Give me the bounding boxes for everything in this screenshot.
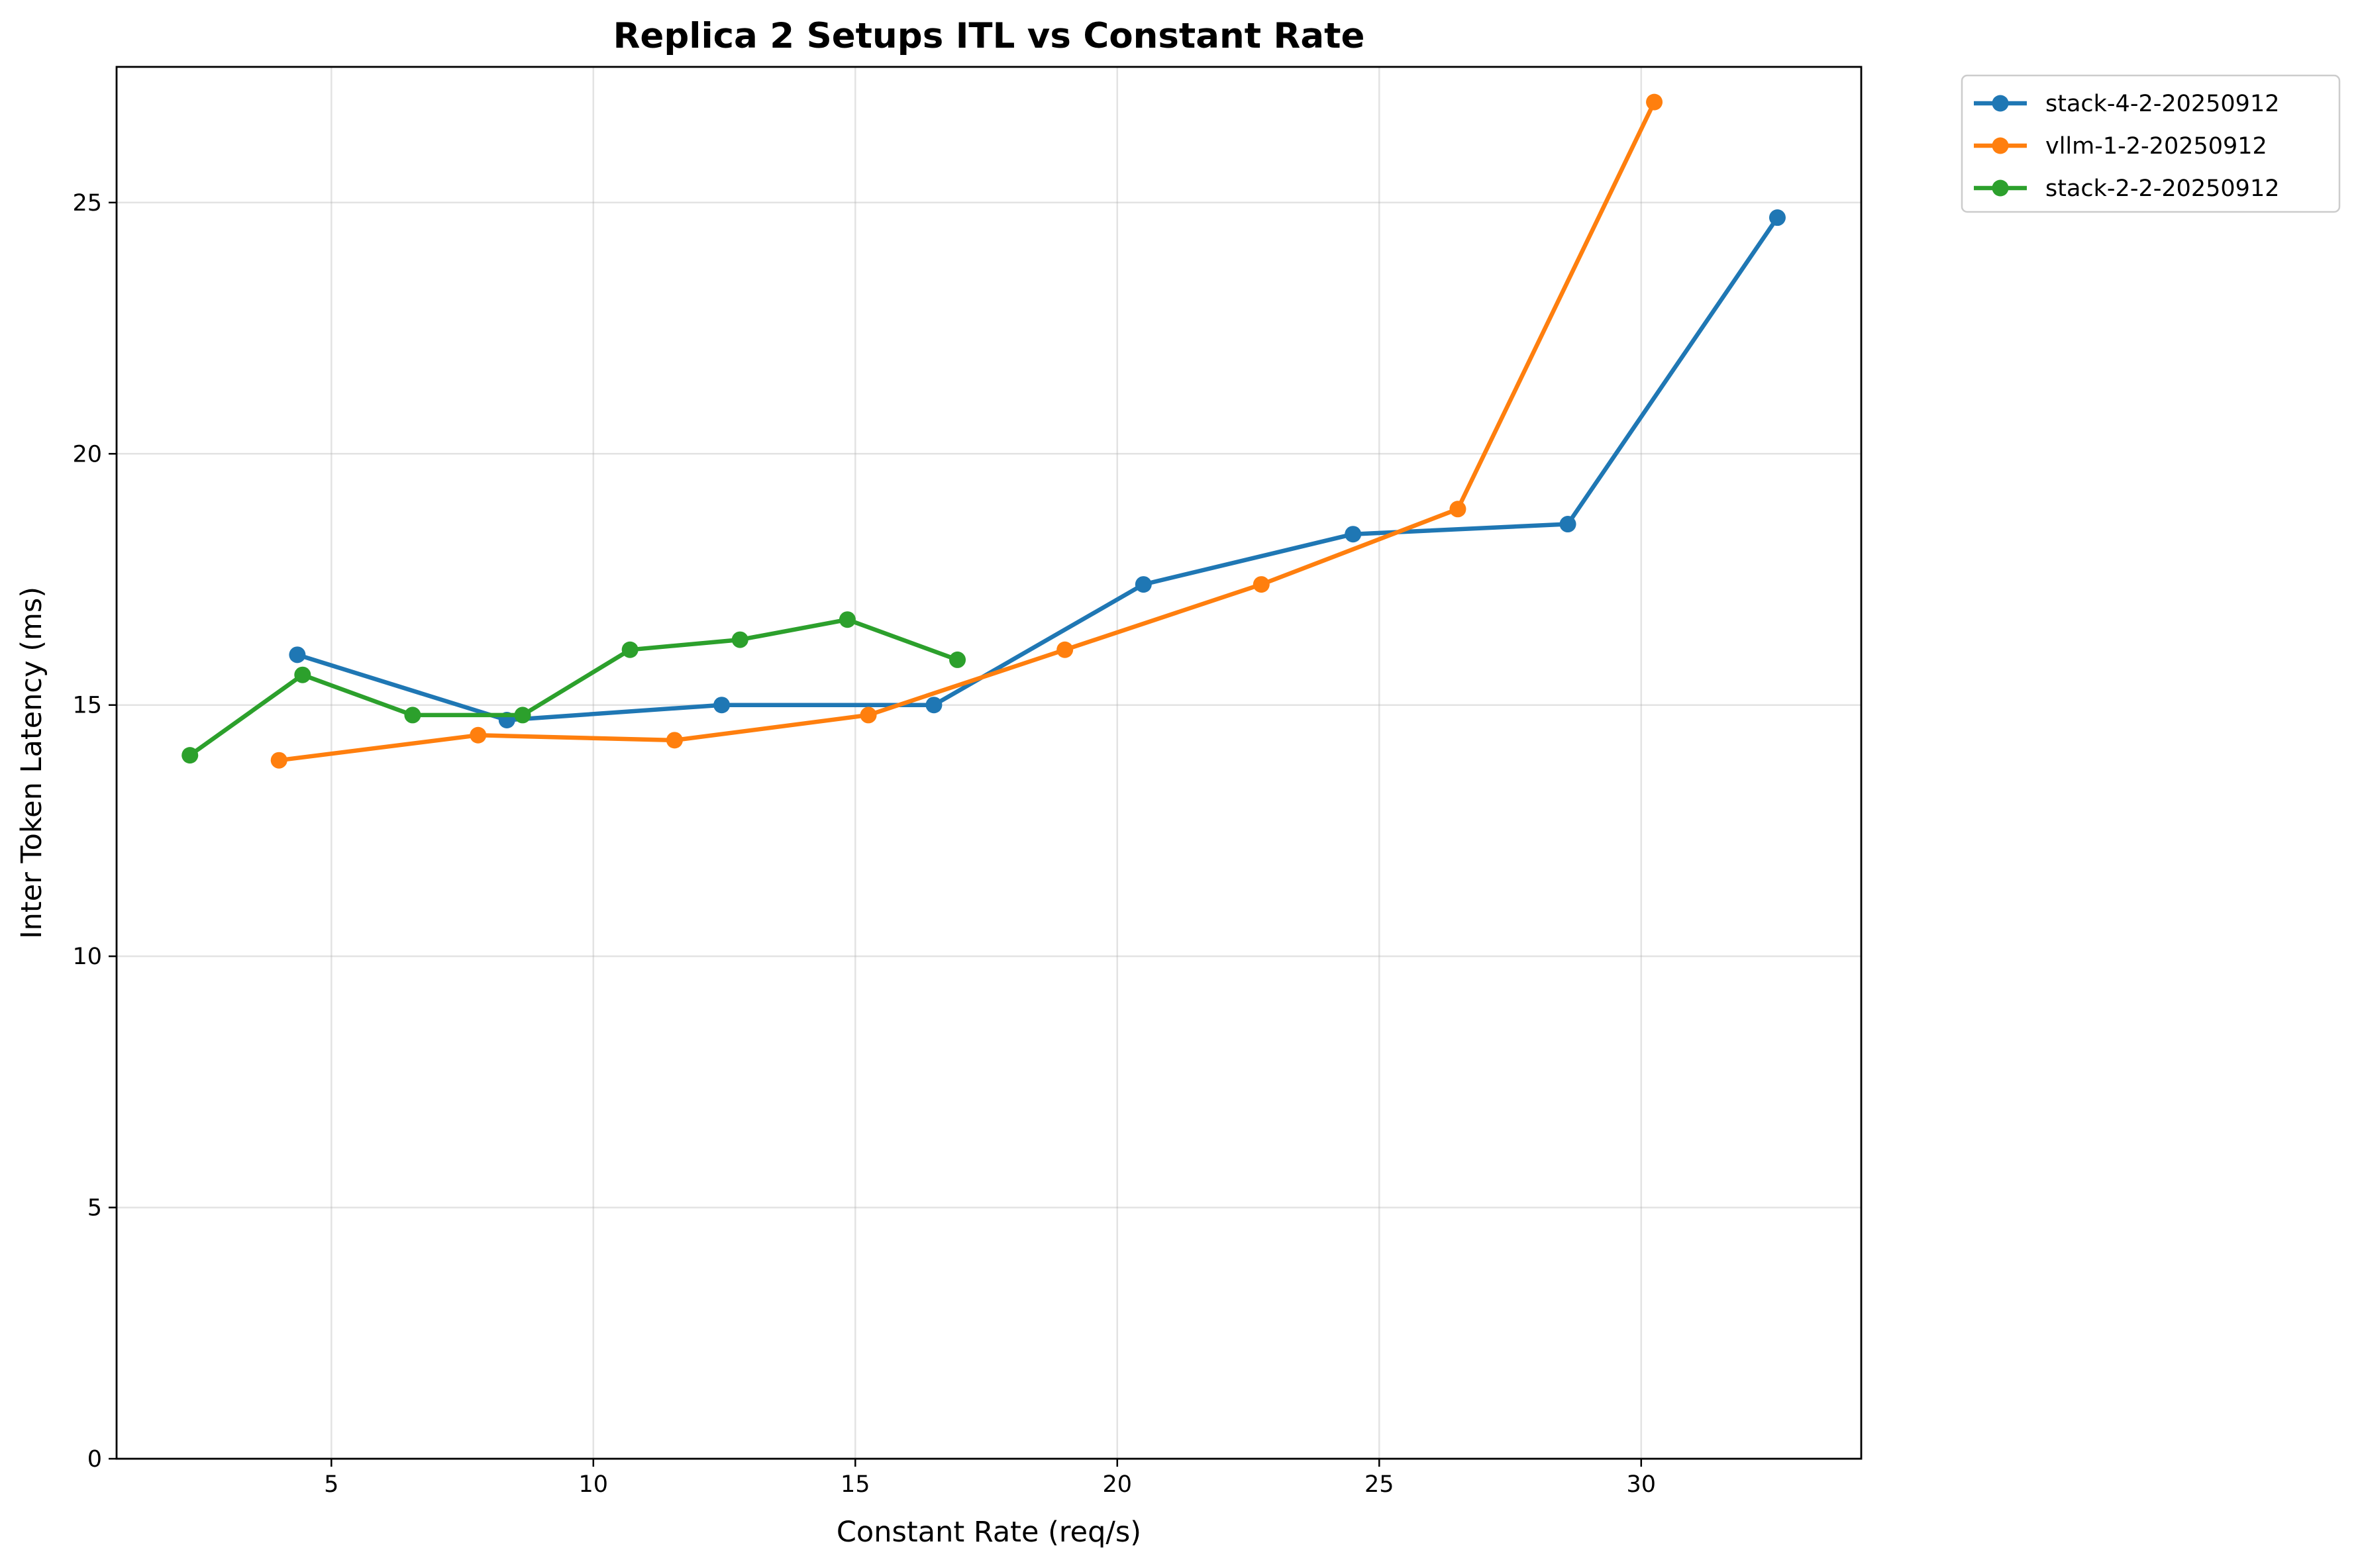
data-point <box>666 732 683 749</box>
series-vllm-1-2-20250912 <box>270 93 1663 769</box>
legend-marker <box>1992 179 2009 197</box>
legend: stack-4-2-20250912 vllm-1-2-20250912 stack… <box>1961 74 2341 213</box>
data-point <box>1449 501 1466 518</box>
data-point <box>404 707 421 724</box>
y-tick-label: 5 <box>87 1195 102 1222</box>
y-tick-label: 20 <box>72 441 102 467</box>
x-tick-label: 20 <box>1103 1471 1133 1498</box>
x-axis: 5 10 15 20 25 30 <box>324 1459 1656 1498</box>
data-point <box>470 726 487 744</box>
series-layer <box>181 93 1786 769</box>
series-stack-4-2-20250912 <box>289 209 1786 728</box>
data-point <box>621 641 639 658</box>
data-point <box>289 646 306 663</box>
legend-marker <box>1992 137 2009 154</box>
data-point <box>1559 516 1576 533</box>
legend-label: vllm-1-2-20250912 <box>2045 133 2267 160</box>
data-point <box>1135 576 1152 593</box>
x-tick-label: 5 <box>324 1471 338 1498</box>
y-axis: 0 5 10 15 20 25 <box>72 190 117 1473</box>
legend-marker <box>1992 95 2009 112</box>
chart-title: Replica 2 Setups ITL vs Constant Rate <box>613 16 1365 56</box>
y-axis-label: Inter Token Latency (ms) <box>15 587 48 939</box>
series-stack-2-2-20250912 <box>181 611 966 764</box>
data-point <box>860 707 877 724</box>
data-point <box>1345 526 1362 543</box>
data-point <box>514 707 531 724</box>
y-tick-label: 10 <box>72 944 102 970</box>
data-point <box>1253 576 1270 593</box>
legend-box <box>1961 74 2341 213</box>
y-tick-label: 0 <box>87 1446 102 1473</box>
x-tick-label: 30 <box>1627 1471 1657 1498</box>
data-point <box>949 651 966 668</box>
x-tick-label: 25 <box>1364 1471 1394 1498</box>
series-line <box>295 215 1780 722</box>
legend-entry: stack-2-2-20250912 <box>1974 175 2280 202</box>
legend-label: stack-4-2-20250912 <box>2045 91 2280 117</box>
data-point <box>1056 641 1074 658</box>
data-point <box>731 631 748 648</box>
data-point <box>270 752 287 769</box>
data-point <box>713 697 731 714</box>
data-point <box>181 747 199 764</box>
data-point <box>839 611 856 628</box>
series-line <box>276 99 1657 763</box>
series-line <box>187 617 960 758</box>
legend-entry: stack-4-2-20250912 <box>1974 91 2280 117</box>
legend-entry: vllm-1-2-20250912 <box>1974 133 2267 160</box>
data-point <box>1768 209 1786 226</box>
data-point <box>925 697 943 714</box>
legend-label: stack-2-2-20250912 <box>2045 175 2280 202</box>
data-point <box>294 666 311 683</box>
plot-frame <box>115 66 1863 1460</box>
x-axis-label: Constant Rate (req/s) <box>837 1516 1141 1549</box>
x-tick-label: 15 <box>841 1471 870 1498</box>
y-tick-label: 15 <box>72 693 102 719</box>
y-tick-label: 25 <box>72 190 102 217</box>
x-tick-label: 10 <box>579 1471 609 1498</box>
data-point <box>1646 93 1663 111</box>
